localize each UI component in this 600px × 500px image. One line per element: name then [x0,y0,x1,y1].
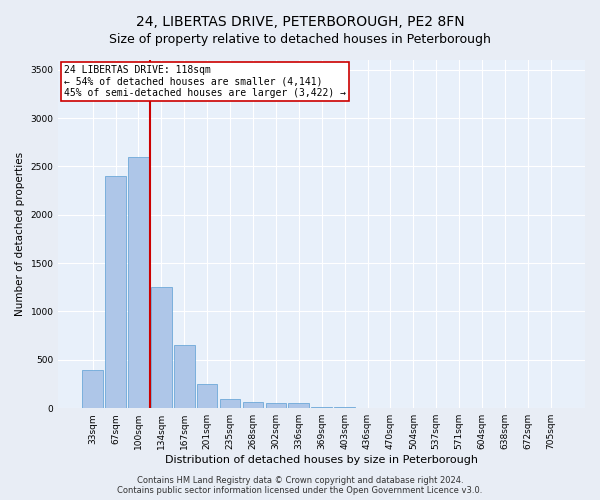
Bar [174,346,194,408]
Text: Contains HM Land Registry data © Crown copyright and database right 2024.
Contai: Contains HM Land Registry data © Crown c… [118,476,482,495]
Bar [220,398,241,408]
Bar [289,404,309,408]
Bar [334,407,355,408]
Bar [105,176,126,408]
X-axis label: Distribution of detached houses by size in Peterborough: Distribution of detached houses by size … [165,455,478,465]
Text: 24, LIBERTAS DRIVE, PETERBOROUGH, PE2 8FN: 24, LIBERTAS DRIVE, PETERBOROUGH, PE2 8F… [136,15,464,29]
Bar [311,407,332,408]
Bar [151,288,172,408]
Text: Size of property relative to detached houses in Peterborough: Size of property relative to detached ho… [109,32,491,46]
Bar [266,403,286,408]
Bar [82,370,103,408]
Y-axis label: Number of detached properties: Number of detached properties [15,152,25,316]
Bar [242,402,263,408]
Text: 24 LIBERTAS DRIVE: 118sqm
← 54% of detached houses are smaller (4,141)
45% of se: 24 LIBERTAS DRIVE: 118sqm ← 54% of detac… [64,65,346,98]
Bar [128,156,149,408]
Bar [197,384,217,408]
